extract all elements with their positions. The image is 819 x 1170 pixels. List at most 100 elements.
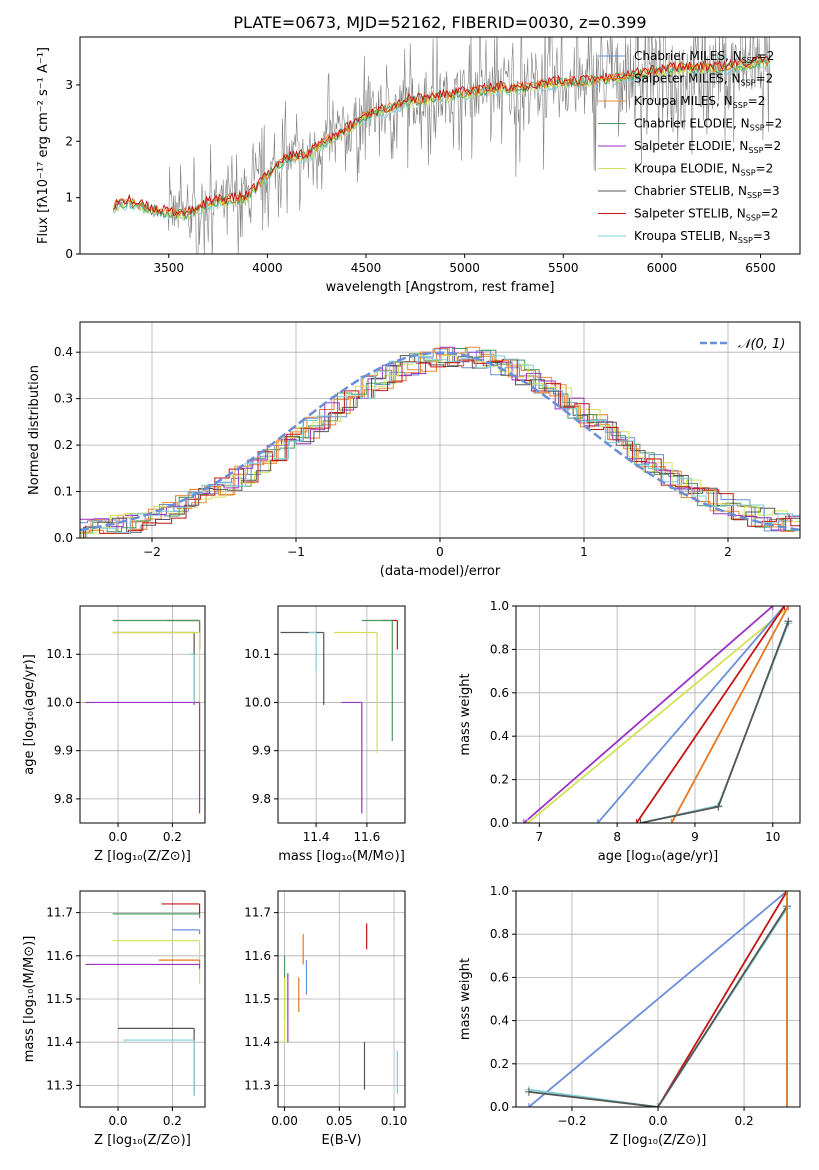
series-marker	[523, 819, 532, 823]
x-tick-label: 0.00	[271, 1114, 298, 1128]
series-marker	[780, 606, 789, 610]
y-tick-label: 0.0	[54, 531, 73, 545]
axes-frame	[277, 605, 406, 824]
legend-entry: Salpeter ELODIE, NSSP=2	[634, 139, 781, 155]
plot-area	[524, 891, 792, 1107]
series-marker	[783, 1103, 792, 1107]
y-tick-label: 0.4	[490, 1014, 509, 1028]
y-tick-label: 11.7	[244, 906, 271, 920]
series-line-chabrier_miles	[597, 606, 786, 823]
y-tick-label: 10.0	[46, 695, 73, 709]
x-tick-label: 5500	[548, 261, 579, 275]
y-tick-label: 11.5	[244, 992, 271, 1006]
y-tick-label: 11.5	[46, 992, 73, 1006]
y-tick-label: 11.6	[244, 949, 271, 963]
series-marker	[768, 606, 777, 610]
x-tick-label: 7	[536, 830, 544, 844]
axes-frame	[79, 605, 206, 824]
y-axis-label: mass weight	[458, 958, 473, 1040]
x-axis-label: wavelength [Angstrom, rest frame]	[326, 280, 555, 295]
series-line-kroupa_stelib	[640, 623, 790, 823]
x-tick-label: 11.4	[303, 830, 330, 844]
model-spectrum-kroupa_elodie	[113, 58, 771, 221]
x-tick-label: 9	[691, 830, 699, 844]
y-tick-label: 9.9	[252, 744, 271, 758]
series-line-salpeter_elodie	[523, 606, 774, 823]
legend-entry: Kroupa MILES, NSSP=2	[634, 94, 765, 110]
x-tick-label: 0.10	[381, 1114, 408, 1128]
series-marker	[519, 819, 528, 823]
y-tick-label: 2	[65, 134, 73, 148]
plot-area	[80, 346, 800, 538]
y-tick-label: 11.3	[244, 1078, 271, 1092]
series-marker	[783, 891, 792, 895]
x-tick-label: 3500	[153, 261, 184, 275]
y-tick-label: 0.2	[490, 773, 509, 787]
y-tick-label: 11.4	[244, 1035, 271, 1049]
x-tick-label: 4500	[351, 261, 382, 275]
y-axis-label: mass weight	[458, 673, 473, 755]
model-spectrum-salpeter_stelib	[113, 54, 771, 217]
legend-entry: Chabrier ELODIE, NSSP=2	[634, 117, 782, 133]
legend-entry: Chabrier MILES, NSSP=2	[634, 49, 774, 65]
panel-age-vs-mass: 11.4 11.6 9.8 9.9 10.0 10.1 mass [log₁₀(M/M⊙)]	[244, 605, 406, 864]
y-tick-label: 1	[65, 191, 73, 205]
spectrum-legend: Chabrier MILES, NSSP=2 Salpeter MILES, NS…	[598, 49, 782, 245]
series-marker	[714, 802, 723, 811]
histogram-kroupa_elodie	[81, 354, 800, 538]
x-axis-label: Z [log₁₀(Z/Z⊙)]	[94, 849, 191, 864]
y-tick-label: 0.4	[490, 729, 509, 743]
series-marker	[636, 819, 645, 823]
legend-entry: Chabrier STELIB, NSSP=3	[634, 184, 780, 200]
panel-age-vs-Z: 0.0 0.2 9.8 9.9 10.0 10.1 Z [log₁₀(Z/Z⊙)] age […	[22, 605, 206, 864]
x-tick-label: −2	[143, 545, 161, 559]
series-line-chabrier_miles	[528, 891, 788, 1107]
y-tick-label: 3	[65, 78, 73, 92]
histogram-salpeter_stelib	[84, 358, 800, 538]
x-axis-label: Z [log₁₀(Z/Z⊙)]	[94, 1133, 191, 1148]
panel-spectrum: 3500 4000 4500 5000 5500 6000 6500 0 1 2 3 waveleng…	[36, 36, 801, 295]
series-line-salpeter_miles	[670, 606, 790, 823]
y-axis-label: mass [log₁₀(M/M⊙)]	[22, 936, 37, 1063]
y-tick-label: 9.9	[54, 744, 73, 758]
y-tick-label: 0.2	[54, 438, 73, 452]
y-tick-label: 1.0	[490, 599, 509, 613]
series-line-kroupa_elodie	[527, 609, 785, 823]
x-tick-label: 0.0	[648, 1114, 667, 1128]
series-line-chabrier_stelib	[640, 620, 790, 823]
x-tick-label: 0.05	[326, 1114, 353, 1128]
y-tick-label: 0.8	[490, 927, 509, 941]
legend-entry: Kroupa STELIB, NSSP=3	[634, 229, 771, 245]
panel-mass-vs-ebv: 0.00 0.05 0.10 11.3 11.4 11.5 11.6 11.7 E(B-V)	[244, 890, 408, 1148]
x-tick-label: 0.0	[108, 1114, 127, 1128]
panel-massweight-vs-Z: −0.2 0.0 0.2 0.0 0.2 0.4 0.6 0.8 1.0 Z [log₁₀(Z/Z…	[458, 884, 801, 1148]
plot-area	[85, 619, 201, 814]
observed-spectrum	[113, 37, 771, 254]
y-tick-label: 0	[65, 247, 73, 261]
legend-entry: 𝒩(0, 1)	[738, 337, 785, 352]
x-axis-label: Z [log₁₀(Z/Z⊙)]	[610, 1133, 707, 1148]
y-tick-label: 9.8	[54, 792, 73, 806]
x-tick-label: 10	[765, 830, 780, 844]
axes-frame	[515, 605, 801, 824]
panel-mass-vs-Z: 0.0 0.2 11.3 11.4 11.5 11.6 11.7 Z [log₁₀(Z/Z⊙)…	[22, 890, 206, 1148]
plot-area	[85, 903, 201, 1097]
y-tick-label: 0.0	[490, 816, 509, 830]
x-tick-label: 6500	[745, 261, 776, 275]
series-marker	[632, 819, 641, 823]
histogram-kroupa_stelib	[86, 355, 800, 538]
series-line-salpeter_stelib	[635, 606, 786, 823]
x-tick-label: −0.2	[557, 1114, 586, 1128]
panel-massweight-vs-age: 7 8 9 10 0.0 0.2 0.4 0.6 0.8 1.0 age [log₁₀(age/yr…	[458, 599, 801, 864]
x-tick-label: 2	[724, 545, 732, 559]
x-tick-label: 5000	[449, 261, 480, 275]
plot-area	[519, 606, 793, 823]
series-marker	[524, 1103, 533, 1107]
y-tick-label: 0.8	[490, 642, 509, 656]
y-tick-label: 0.0	[490, 1100, 509, 1114]
legend-entry: Kroupa ELODIE, NSSP=2	[634, 162, 773, 178]
x-tick-label: 8	[613, 830, 621, 844]
y-tick-label: 11.6	[46, 949, 73, 963]
y-tick-label: 11.4	[46, 1035, 73, 1049]
